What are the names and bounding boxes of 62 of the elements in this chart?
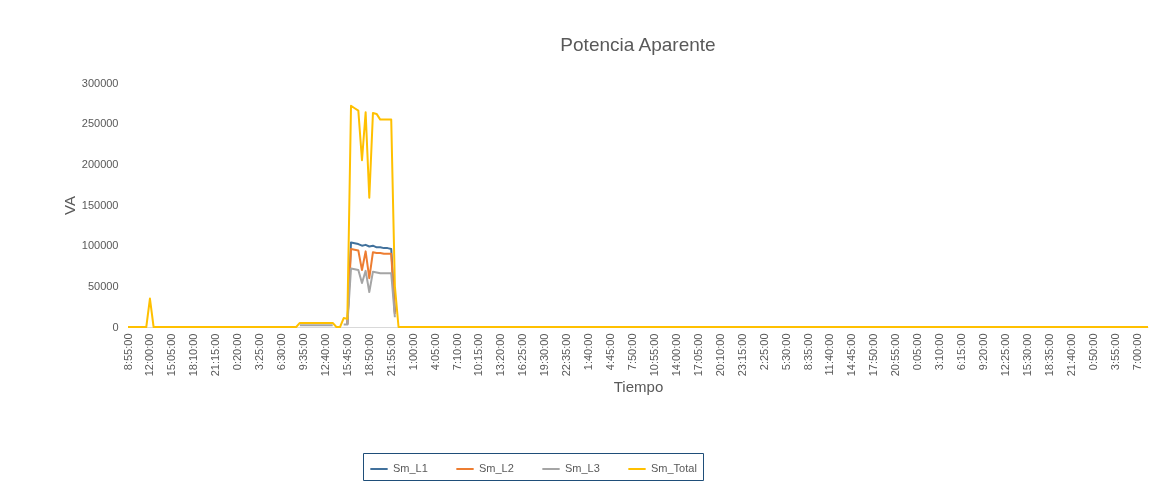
legend-label: Sm_L1 — [393, 462, 428, 474]
x-tick-label: 11:40:00 — [823, 333, 836, 376]
x-tick-label: 12:40:00 — [318, 333, 331, 377]
x-tick-label: 18:50:00 — [362, 333, 375, 377]
y-axis-title: VA — [60, 196, 78, 215]
line-series — [127, 104, 1149, 328]
legend-label: Sm_L3 — [565, 462, 600, 474]
y-tick-label: 200000 — [81, 157, 119, 170]
x-tick-label: 12:00:00 — [143, 333, 156, 377]
x-tick-label: 7:10:00 — [450, 333, 463, 371]
chart-title: Potencia Aparente — [560, 34, 716, 55]
x-tick-label: 6:15:00 — [955, 333, 968, 371]
x-tick-label: 3:55:00 — [1108, 333, 1121, 371]
x-tick-label: 19:30:00 — [538, 333, 551, 377]
x-tick-label: 0:20:00 — [231, 333, 244, 371]
y-tick-label: 50000 — [87, 279, 119, 292]
x-tick-label: 21:55:00 — [384, 333, 397, 377]
x-tick-label: 12:25:00 — [998, 333, 1011, 377]
x-tick-label: 16:25:00 — [516, 333, 529, 377]
x-tick-label: 17:50:00 — [867, 333, 880, 377]
x-tick-label: 13:20:00 — [494, 333, 507, 377]
x-tick-label: 20:10:00 — [713, 333, 726, 377]
x-tick-label: 1:40:00 — [582, 333, 595, 371]
x-tick-label: 21:15:00 — [209, 333, 222, 377]
x-tick-label: 14:00:00 — [669, 333, 682, 377]
x-tick-label: 21:40:00 — [1064, 333, 1077, 377]
x-tick-label: 8:35:00 — [801, 333, 814, 371]
x-tick-label: 8:55:00 — [121, 333, 134, 371]
x-tick-label: 5:30:00 — [779, 333, 792, 371]
x-tick-label: 4:05:00 — [428, 333, 441, 371]
x-tick-label: 2:25:00 — [757, 333, 770, 371]
legend-label: Sm_Total — [651, 462, 697, 474]
y-tick-label: 0 — [112, 320, 119, 333]
x-tick-label: 1:00:00 — [406, 333, 419, 371]
x-tick-label: 7:00:00 — [1130, 333, 1143, 371]
x-tick-label: 18:35:00 — [1042, 333, 1055, 377]
y-tick-label: 300000 — [81, 76, 119, 89]
x-tick-label: 17:05:00 — [691, 333, 704, 377]
x-tick-label: 0:05:00 — [911, 333, 924, 371]
x-tick-label: 15:45:00 — [340, 333, 353, 377]
x-tick-label: 6:30:00 — [275, 333, 288, 371]
x-tick-label: 3:10:00 — [933, 333, 946, 371]
x-tick-label: 23:15:00 — [735, 333, 748, 377]
x-tick-label: 9:20:00 — [976, 333, 989, 371]
x-tick-label: 9:35:00 — [296, 333, 309, 371]
x-tick-label: 3:25:00 — [253, 333, 266, 371]
x-tick-label: 22:35:00 — [560, 333, 573, 377]
x-tick-label: 14:45:00 — [845, 333, 858, 377]
y-tick-label: 250000 — [81, 117, 119, 130]
x-tick-label: 10:55:00 — [647, 333, 660, 377]
x-tick-label: 4:45:00 — [604, 333, 617, 371]
x-tick-label: 0:50:00 — [1086, 333, 1099, 371]
x-tick-label: 10:15:00 — [472, 333, 485, 377]
x-tick-label: 18:10:00 — [187, 333, 200, 377]
legend-label: Sm_L2 — [479, 462, 514, 474]
x-tick-label: 20:55:00 — [889, 333, 902, 377]
y-tick-label: 150000 — [81, 198, 119, 211]
x-tick-label: 7:50:00 — [626, 333, 639, 371]
x-tick-label: 15:05:00 — [165, 333, 178, 377]
x-tick-label: 15:30:00 — [1020, 333, 1033, 377]
x-axis-title: Tiempo — [613, 378, 664, 396]
y-tick-label: 100000 — [81, 239, 119, 252]
